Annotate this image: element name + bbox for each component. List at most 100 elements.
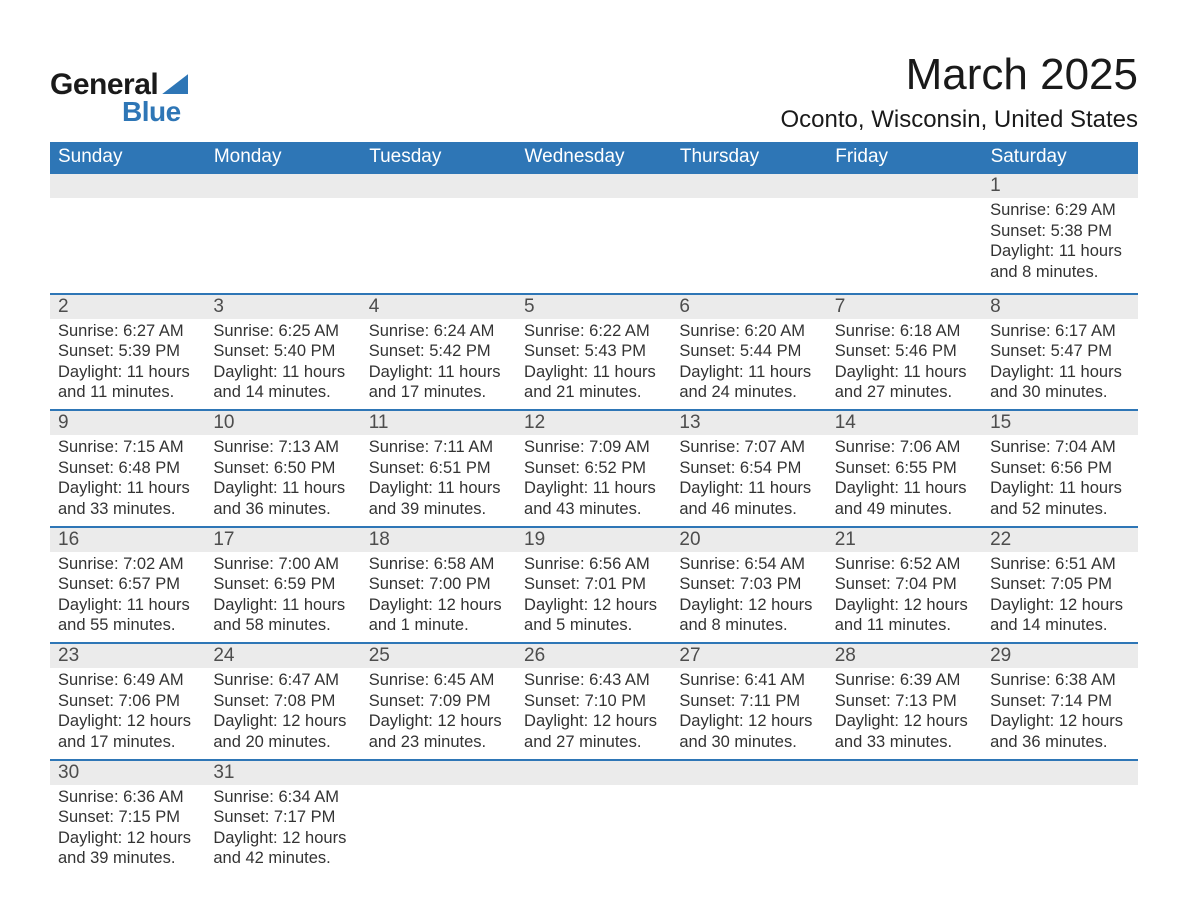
day-number: 30: [50, 761, 205, 785]
calendar-table: SundayMondayTuesdayWednesdayThursdayFrid…: [50, 142, 1138, 875]
day-header: Sunday: [50, 142, 205, 173]
day-number-cell: 17: [205, 527, 360, 552]
sunset-text: Sunset: 6:51 PM: [369, 458, 508, 479]
day-number-cell: 28: [827, 643, 982, 668]
week-daydata-row: Sunrise: 6:49 AMSunset: 7:06 PMDaylight:…: [50, 668, 1138, 760]
daylight-text: Daylight: 12 hours and 5 minutes.: [524, 595, 663, 636]
day-number: 18: [361, 528, 516, 552]
sunset-text: Sunset: 6:56 PM: [990, 458, 1129, 479]
sunrise-text: Sunrise: 7:11 AM: [369, 437, 508, 458]
day-number: 10: [205, 411, 360, 435]
day-number-cell: 1: [982, 173, 1137, 198]
day-data-cell: [361, 785, 516, 876]
day-number: 3: [205, 295, 360, 319]
day-number-cell: 25: [361, 643, 516, 668]
daylight-text: Daylight: 11 hours and 39 minutes.: [369, 478, 508, 519]
day-number: 11: [361, 411, 516, 435]
day-number: 2: [50, 295, 205, 319]
day-data-cell: [361, 198, 516, 294]
day-data-cell: Sunrise: 7:15 AMSunset: 6:48 PMDaylight:…: [50, 435, 205, 527]
sunrise-text: Sunrise: 6:47 AM: [213, 670, 352, 691]
logo-text-blue: Blue: [122, 96, 188, 128]
sunrise-text: Sunrise: 6:27 AM: [58, 321, 197, 342]
sunrise-text: Sunrise: 7:00 AM: [213, 554, 352, 575]
day-number: 6: [671, 295, 826, 319]
day-number-cell: [516, 173, 671, 198]
day-data-cell: Sunrise: 7:07 AMSunset: 6:54 PMDaylight:…: [671, 435, 826, 527]
daylight-text: Daylight: 11 hours and 33 minutes.: [58, 478, 197, 519]
daylight-text: Daylight: 12 hours and 17 minutes.: [58, 711, 197, 752]
day-number: 8: [982, 295, 1137, 319]
day-data-cell: Sunrise: 6:58 AMSunset: 7:00 PMDaylight:…: [361, 552, 516, 644]
day-header-row: SundayMondayTuesdayWednesdayThursdayFrid…: [50, 142, 1138, 173]
month-title: March 2025: [781, 50, 1139, 100]
sunrise-text: Sunrise: 7:04 AM: [990, 437, 1129, 458]
day-number-cell: 27: [671, 643, 826, 668]
sunrise-text: Sunrise: 6:43 AM: [524, 670, 663, 691]
day-number: 1: [982, 174, 1137, 198]
daylight-text: Daylight: 11 hours and 21 minutes.: [524, 362, 663, 403]
header: General Blue March 2025 Oconto, Wisconsi…: [50, 50, 1138, 134]
day-number-cell: 14: [827, 410, 982, 435]
daylight-text: Daylight: 12 hours and 27 minutes.: [524, 711, 663, 752]
day-number-cell: [205, 173, 360, 198]
sunrise-text: Sunrise: 6:36 AM: [58, 787, 197, 808]
day-number-cell: 23: [50, 643, 205, 668]
daylight-text: Daylight: 12 hours and 1 minute.: [369, 595, 508, 636]
day-data-cell: Sunrise: 6:25 AMSunset: 5:40 PMDaylight:…: [205, 319, 360, 411]
sunset-text: Sunset: 7:17 PM: [213, 807, 352, 828]
day-number-cell: [827, 173, 982, 198]
day-data-cell: Sunrise: 7:02 AMSunset: 6:57 PMDaylight:…: [50, 552, 205, 644]
day-data-cell: Sunrise: 6:47 AMSunset: 7:08 PMDaylight:…: [205, 668, 360, 760]
daylight-text: Daylight: 11 hours and 17 minutes.: [369, 362, 508, 403]
day-data-cell: Sunrise: 6:43 AMSunset: 7:10 PMDaylight:…: [516, 668, 671, 760]
day-number-cell: 9: [50, 410, 205, 435]
sunset-text: Sunset: 5:40 PM: [213, 341, 352, 362]
sunrise-text: Sunrise: 7:06 AM: [835, 437, 974, 458]
sunset-text: Sunset: 5:47 PM: [990, 341, 1129, 362]
day-number-cell: 30: [50, 760, 205, 785]
sunset-text: Sunset: 6:57 PM: [58, 574, 197, 595]
day-number-cell: 6: [671, 294, 826, 319]
sunrise-text: Sunrise: 6:17 AM: [990, 321, 1129, 342]
day-data-cell: Sunrise: 6:22 AMSunset: 5:43 PMDaylight:…: [516, 319, 671, 411]
logo-sail-icon: [162, 74, 188, 94]
day-number: 29: [982, 644, 1137, 668]
day-number-cell: [671, 173, 826, 198]
sunrise-text: Sunrise: 6:54 AM: [679, 554, 818, 575]
sunrise-text: Sunrise: 7:15 AM: [58, 437, 197, 458]
day-number: 23: [50, 644, 205, 668]
day-number: 14: [827, 411, 982, 435]
day-number: 25: [361, 644, 516, 668]
day-number: 27: [671, 644, 826, 668]
sunset-text: Sunset: 5:46 PM: [835, 341, 974, 362]
day-data-cell: Sunrise: 6:29 AMSunset: 5:38 PMDaylight:…: [982, 198, 1137, 294]
day-number-cell: 11: [361, 410, 516, 435]
sunset-text: Sunset: 6:54 PM: [679, 458, 818, 479]
day-number-cell: 8: [982, 294, 1137, 319]
sunrise-text: Sunrise: 6:49 AM: [58, 670, 197, 691]
week-daynum-row: 2345678: [50, 294, 1138, 319]
day-data-cell: Sunrise: 6:24 AMSunset: 5:42 PMDaylight:…: [361, 319, 516, 411]
daylight-text: Daylight: 12 hours and 20 minutes.: [213, 711, 352, 752]
day-data-cell: Sunrise: 7:04 AMSunset: 6:56 PMDaylight:…: [982, 435, 1137, 527]
daylight-text: Daylight: 11 hours and 55 minutes.: [58, 595, 197, 636]
daylight-text: Daylight: 12 hours and 11 minutes.: [835, 595, 974, 636]
sunrise-text: Sunrise: 6:24 AM: [369, 321, 508, 342]
day-number: 12: [516, 411, 671, 435]
daylight-text: Daylight: 12 hours and 14 minutes.: [990, 595, 1129, 636]
day-number-cell: 29: [982, 643, 1137, 668]
daylight-text: Daylight: 11 hours and 46 minutes.: [679, 478, 818, 519]
sunrise-text: Sunrise: 6:22 AM: [524, 321, 663, 342]
week-daynum-row: 1: [50, 173, 1138, 198]
day-number: 7: [827, 295, 982, 319]
day-number: 17: [205, 528, 360, 552]
day-data-cell: Sunrise: 6:27 AMSunset: 5:39 PMDaylight:…: [50, 319, 205, 411]
sunset-text: Sunset: 7:11 PM: [679, 691, 818, 712]
sunset-text: Sunset: 5:39 PM: [58, 341, 197, 362]
day-number: 21: [827, 528, 982, 552]
sunset-text: Sunset: 7:03 PM: [679, 574, 818, 595]
sunset-text: Sunset: 6:50 PM: [213, 458, 352, 479]
week-daynum-row: 23242526272829: [50, 643, 1138, 668]
sunrise-text: Sunrise: 6:52 AM: [835, 554, 974, 575]
